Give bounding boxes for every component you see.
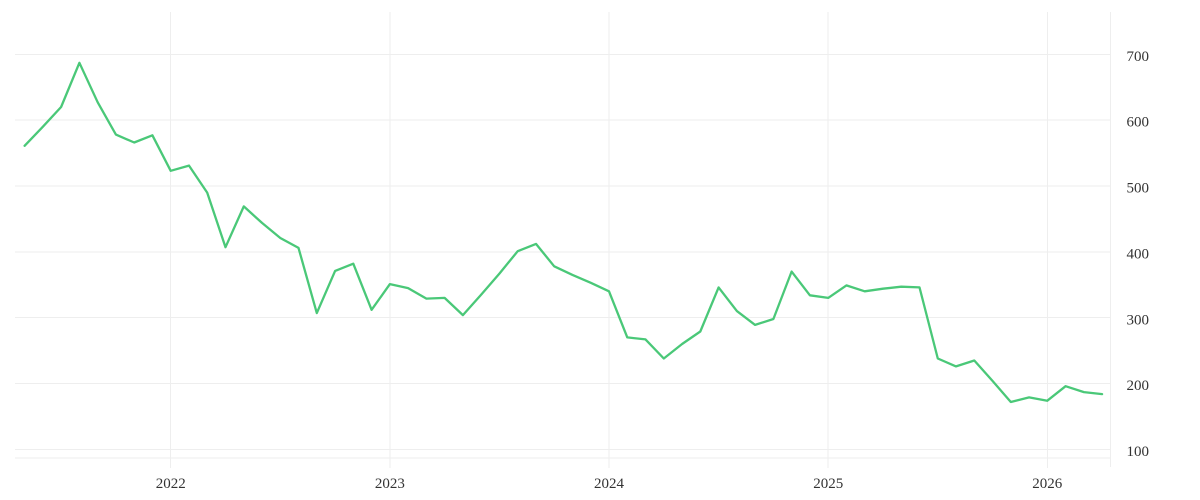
svg-text:2023: 2023 [375, 476, 405, 492]
svg-text:700: 700 [1127, 49, 1150, 65]
svg-text:2022: 2022 [156, 476, 186, 492]
svg-text:200: 200 [1127, 378, 1150, 394]
svg-text:500: 500 [1127, 181, 1150, 197]
svg-text:100: 100 [1127, 444, 1150, 460]
svg-text:2024: 2024 [594, 476, 625, 492]
svg-text:2025: 2025 [813, 476, 843, 492]
svg-text:300: 300 [1127, 312, 1150, 328]
svg-text:2026: 2026 [1032, 476, 1063, 492]
svg-text:400: 400 [1127, 246, 1150, 262]
svg-text:600: 600 [1127, 115, 1150, 131]
